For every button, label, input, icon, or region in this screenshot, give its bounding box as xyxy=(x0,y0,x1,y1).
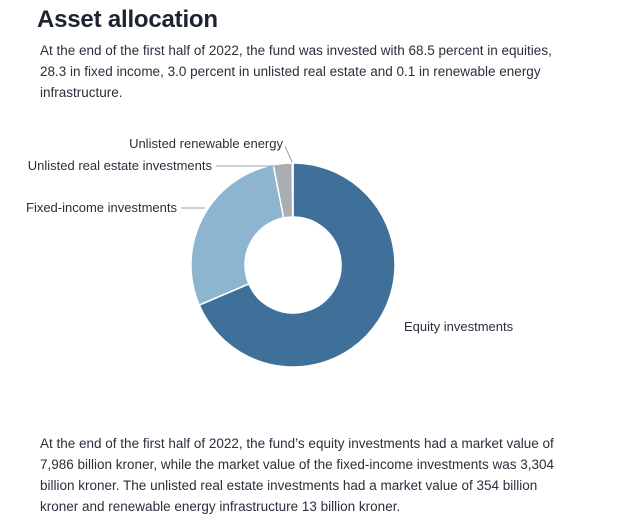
page-title: Asset allocation xyxy=(37,6,218,33)
intro-paragraph: At the end of the first half of 2022, th… xyxy=(40,43,552,100)
label-equity-investments: Equity investments xyxy=(404,319,514,334)
slice-equity-investments xyxy=(198,162,396,368)
slice-fixed-income-investments xyxy=(190,164,285,307)
label-unlisted-real-estate-investments: Unlisted real estate investments xyxy=(28,158,213,173)
label-fixed-income-investments: Fixed-income investments xyxy=(26,200,177,215)
label-unlisted-renewable-energy: Unlisted renewable energy xyxy=(129,136,283,151)
leader-line-unlisted-renewable-energy xyxy=(284,145,293,163)
market-value-paragraph: At the end of the first half of 2022, th… xyxy=(40,436,555,514)
asset-allocation-donut-chart: Equity investments Fixed-income investmen… xyxy=(26,136,514,368)
slice-unlisted-renewable-energy xyxy=(291,162,294,218)
